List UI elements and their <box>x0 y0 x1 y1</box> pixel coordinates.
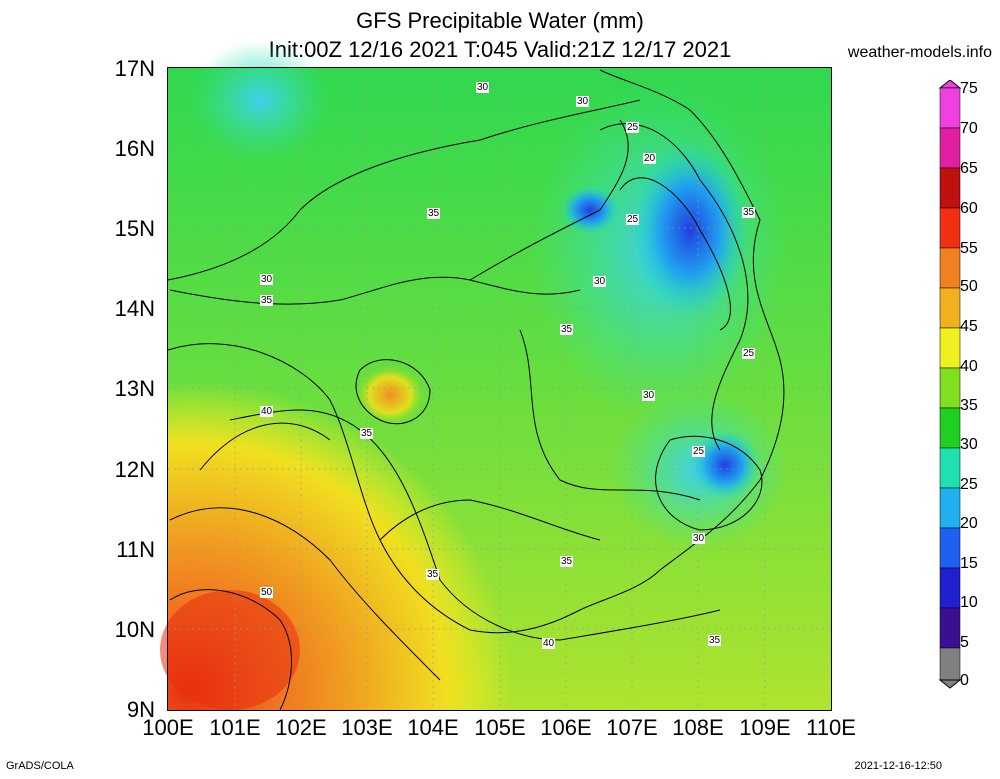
colorbar-label: 70 <box>960 120 978 137</box>
contour-label: 25 <box>742 348 756 359</box>
colorbar-label: 50 <box>960 278 978 295</box>
contour-label: 35 <box>260 295 274 306</box>
map-frame <box>167 67 832 711</box>
contour-label: 30 <box>576 96 590 107</box>
colorbar-label: 40 <box>960 358 978 375</box>
contour-label: 40 <box>260 406 274 417</box>
colorbar-label: 45 <box>960 318 978 335</box>
lat-label: 12N <box>114 457 155 482</box>
contour-label: 35 <box>360 428 374 439</box>
contour-label: 35 <box>426 569 440 580</box>
colorbar-label: 25 <box>960 476 978 493</box>
colorbar-label: 15 <box>960 555 978 572</box>
lat-label: 15N <box>114 216 155 241</box>
site-label: weather-models.info <box>847 44 992 61</box>
colorbar-label: 65 <box>960 160 978 177</box>
lat-label: 17N <box>114 56 155 81</box>
lat-label: 13N <box>114 376 155 401</box>
contour-label: 50 <box>260 587 274 598</box>
colorbar-label: 20 <box>960 515 978 532</box>
contour-label: 35 <box>427 208 441 219</box>
lat-label: 16N <box>114 136 155 161</box>
contour-label: 35 <box>560 556 574 567</box>
colorbar-label: 0 <box>960 672 969 689</box>
lon-label: 109E <box>739 715 791 740</box>
title-line-2: Init:00Z 12/16 2021 T:045 Valid:21Z 12/1… <box>268 37 732 62</box>
colorbar-label: 30 <box>960 436 978 453</box>
contour-label: 35 <box>560 324 574 335</box>
lat-label: 9N <box>126 697 155 722</box>
colorbar-label: 35 <box>960 397 978 414</box>
lat-label: 11N <box>116 537 155 562</box>
lon-label: 110E <box>806 715 856 740</box>
colorbar-label: 55 <box>960 240 978 257</box>
lon-label: 107E <box>606 715 658 740</box>
contour-label: 30 <box>593 276 607 287</box>
contour-label: 30 <box>642 390 656 401</box>
grads-credit: GrADS/COLA <box>6 760 74 772</box>
lat-label: 14N <box>114 296 155 321</box>
contour-label: 25 <box>626 122 640 133</box>
contour-label: 25 <box>692 446 706 457</box>
colorbar-label: 10 <box>960 594 978 611</box>
lon-label: 106E <box>540 715 592 740</box>
colorbar-label: 5 <box>960 634 969 651</box>
contour-label: 25 <box>626 214 640 225</box>
timestamp: 2021-12-16-12:50 <box>854 760 942 772</box>
contour-label: 30 <box>260 274 274 285</box>
lon-label: 104E <box>407 715 459 740</box>
title-line-1: GFS Precipitable Water (mm) <box>356 8 644 33</box>
lon-label: 105E <box>474 715 526 740</box>
lon-label: 103E <box>341 715 393 740</box>
colorbar-label: 60 <box>960 200 978 217</box>
lon-label: 100E <box>142 715 194 740</box>
contour-label: 35 <box>708 635 722 646</box>
colorbar-label: 75 <box>960 80 978 97</box>
contour-label: 35 <box>742 207 756 218</box>
lon-label: 102E <box>275 715 327 740</box>
lon-label: 108E <box>672 715 724 740</box>
contour-label: 20 <box>643 153 657 164</box>
contour-label: 30 <box>692 533 706 544</box>
lat-label: 10N <box>114 617 155 642</box>
contour-label: 30 <box>476 82 490 93</box>
lon-label: 101E <box>209 715 261 740</box>
contour-label: 40 <box>542 638 556 649</box>
colorbar <box>938 80 962 689</box>
